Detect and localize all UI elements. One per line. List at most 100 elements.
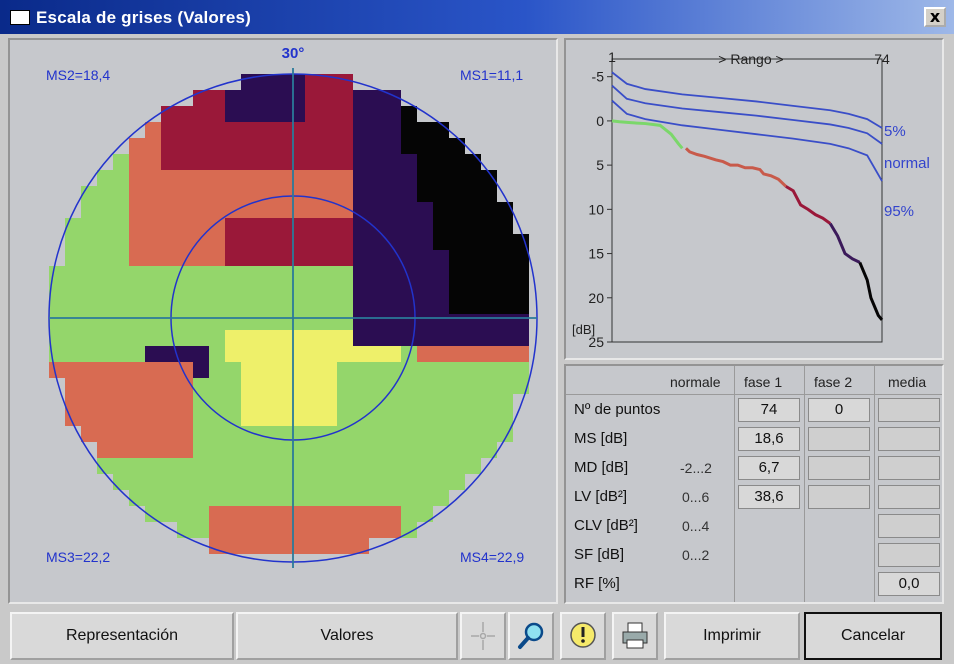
field-cell	[481, 266, 497, 282]
field-cell	[193, 442, 209, 458]
field-cell	[481, 330, 497, 346]
field-cell	[401, 170, 417, 186]
field-cell	[305, 202, 321, 218]
field-cell	[465, 458, 481, 474]
crosshair-button[interactable]	[460, 612, 506, 660]
field-cell	[337, 90, 353, 106]
field-cell	[353, 218, 369, 234]
field-cell	[241, 410, 257, 426]
series-lines	[611, 71, 883, 182]
row-label-rf: RF [%]	[574, 575, 620, 592]
field-cell	[129, 410, 145, 426]
field-cell	[433, 186, 449, 202]
field-cell	[129, 218, 145, 234]
field-cell	[209, 90, 225, 106]
field-cell	[401, 394, 417, 410]
field-cell	[353, 426, 369, 442]
field-cell	[321, 458, 337, 474]
valores-button[interactable]: Valores	[236, 612, 458, 660]
field-cell	[353, 458, 369, 474]
field-cell	[513, 234, 529, 250]
field-cell	[449, 138, 465, 154]
field-cell	[209, 170, 225, 186]
field-cell	[353, 522, 369, 538]
field-cell	[225, 282, 241, 298]
field-cell	[257, 234, 273, 250]
field-cell	[49, 314, 65, 330]
field-cell	[465, 314, 481, 330]
field-cell	[193, 250, 209, 266]
field-cell	[385, 106, 401, 122]
field-cell	[177, 154, 193, 170]
field-cell	[225, 522, 241, 538]
series-line-normal	[611, 84, 883, 145]
imprimir-button[interactable]: Imprimir	[664, 612, 800, 660]
field-cell	[449, 458, 465, 474]
field-cell	[145, 298, 161, 314]
field-cell	[273, 186, 289, 202]
field-cell	[225, 346, 241, 362]
field-cell	[433, 266, 449, 282]
field-cell	[449, 154, 465, 170]
field-cell	[337, 250, 353, 266]
field-cell	[241, 442, 257, 458]
field-cell	[273, 522, 289, 538]
field-cell	[337, 122, 353, 138]
field-cell	[385, 154, 401, 170]
field-cell	[177, 298, 193, 314]
value-ms-fase2	[808, 427, 870, 451]
field-cell	[289, 250, 305, 266]
field-cell	[129, 394, 145, 410]
field-cell	[129, 298, 145, 314]
field-cell	[417, 234, 433, 250]
field-cell	[145, 394, 161, 410]
field-cell	[97, 234, 113, 250]
field-cell	[369, 282, 385, 298]
field-cell	[513, 298, 529, 314]
field-cell	[289, 154, 305, 170]
field-cell	[209, 378, 225, 394]
field-cell	[273, 330, 289, 346]
field-cell	[417, 442, 433, 458]
zoom-button[interactable]	[508, 612, 554, 660]
field-cell	[225, 442, 241, 458]
field-cell	[449, 170, 465, 186]
field-cell	[385, 394, 401, 410]
field-cell	[401, 490, 417, 506]
field-cell	[97, 378, 113, 394]
measured-segment	[858, 261, 884, 321]
close-button[interactable]: x	[924, 7, 946, 27]
field-cell	[369, 186, 385, 202]
cancelar-button[interactable]: Cancelar	[804, 612, 942, 660]
field-cell	[177, 282, 193, 298]
field-cell	[289, 490, 305, 506]
field-cell	[497, 346, 513, 362]
field-cell	[353, 362, 369, 378]
field-cell	[321, 154, 337, 170]
field-cell	[449, 426, 465, 442]
field-cell	[257, 282, 273, 298]
field-cell	[257, 346, 273, 362]
field-cell	[513, 250, 529, 266]
field-cell	[113, 378, 129, 394]
print-icon-button[interactable]	[612, 612, 658, 660]
representacion-button[interactable]: Representación	[10, 612, 234, 660]
field-cell	[465, 186, 481, 202]
field-cell	[337, 330, 353, 346]
field-cell	[337, 474, 353, 490]
field-cell	[145, 170, 161, 186]
field-cell	[305, 330, 321, 346]
field-cell	[225, 426, 241, 442]
field-cell	[161, 394, 177, 410]
field-cell	[321, 122, 337, 138]
field-cell	[209, 346, 225, 362]
info-button[interactable]	[560, 612, 606, 660]
field-cell	[161, 218, 177, 234]
field-cell	[225, 186, 241, 202]
field-cell	[177, 474, 193, 490]
field-cell	[321, 314, 337, 330]
field-cell	[337, 218, 353, 234]
value-ms-media	[878, 427, 940, 451]
field-cell	[321, 90, 337, 106]
field-cell	[241, 298, 257, 314]
